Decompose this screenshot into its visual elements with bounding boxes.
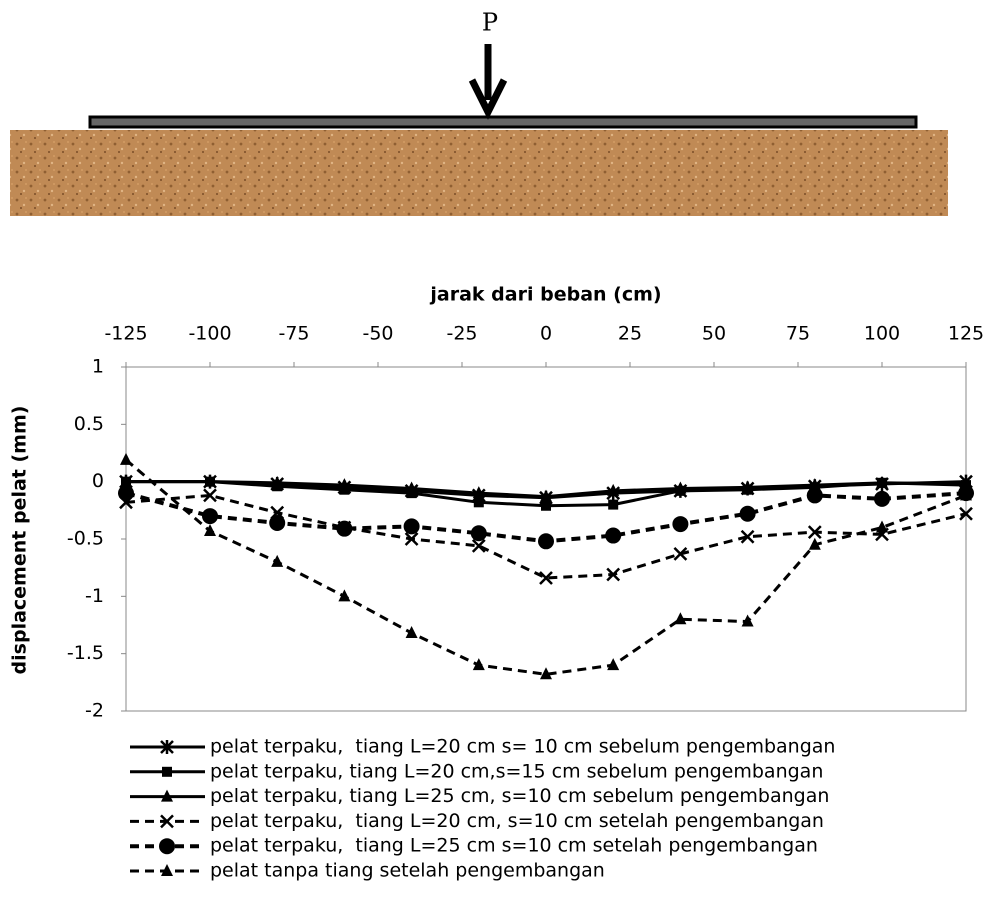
page: P jarak dari beban (cm) displacement pel… xyxy=(0,0,989,920)
legend-label: pelat terpaku, tiang L=25 cm, s=10 cm se… xyxy=(210,785,829,807)
x-tick-label: 75 xyxy=(786,323,810,345)
marker xyxy=(474,497,484,507)
legend-label: pelat terpaku, tiang L=20 cm, s=10 cm se… xyxy=(210,810,824,832)
marker xyxy=(204,524,216,536)
x-tick-label: -75 xyxy=(278,323,309,345)
marker xyxy=(740,506,756,522)
marker xyxy=(608,500,618,510)
legend-label: pelat terpaku, tiang L=20 cm,s=15 cm seb… xyxy=(210,760,823,782)
x-tick-label: -100 xyxy=(188,323,231,345)
marker xyxy=(473,540,485,552)
marker xyxy=(807,487,823,503)
y-tick-label: -0.5 xyxy=(67,528,104,550)
x-axis-title: jarak dari beban (cm) xyxy=(429,284,661,306)
legend-label: pelat terpaku, tiang L=20 cm s= 10 cm se… xyxy=(210,736,835,758)
soil xyxy=(10,130,948,216)
load-label: P xyxy=(482,9,498,37)
y-axis-title: displacement pelat (mm) xyxy=(9,406,31,675)
y-tick-label: 1 xyxy=(92,356,104,378)
marker xyxy=(607,658,619,670)
marker xyxy=(118,485,134,501)
y-tick-label: -1.5 xyxy=(67,642,104,664)
y-tick-label: -1 xyxy=(85,585,104,607)
legend-label: pelat terpaku, tiang L=25 cm s=10 cm set… xyxy=(210,835,818,857)
x-tick-label: 0 xyxy=(540,323,552,345)
marker xyxy=(271,555,283,567)
marker xyxy=(541,501,551,511)
marker xyxy=(471,525,487,541)
x-tick-label: -125 xyxy=(104,323,147,345)
legend-label: pelat tanpa tiang setelah pengembangan xyxy=(210,860,605,882)
x-tick-label: -50 xyxy=(362,323,393,345)
diagram: P xyxy=(10,9,948,217)
x-tick-label: 25 xyxy=(618,323,642,345)
marker xyxy=(874,491,890,507)
y-tick-label: 0 xyxy=(92,470,104,492)
plate xyxy=(90,117,916,127)
x-tick-label: 50 xyxy=(702,323,726,345)
marker xyxy=(269,515,285,531)
marker xyxy=(336,521,352,537)
marker xyxy=(202,508,218,524)
marker xyxy=(404,518,420,534)
x-tick-label: -25 xyxy=(446,323,477,345)
x-tick-label: 125 xyxy=(948,323,984,345)
marker xyxy=(672,516,688,532)
marker xyxy=(538,533,554,549)
legend-marker xyxy=(159,838,175,854)
x-tick-label: 100 xyxy=(864,323,900,345)
y-tick-label: 0.5 xyxy=(74,413,104,435)
marker xyxy=(605,528,621,544)
y-tick-label: -2 xyxy=(85,700,104,722)
legend-marker xyxy=(162,767,172,777)
marker xyxy=(120,453,132,465)
